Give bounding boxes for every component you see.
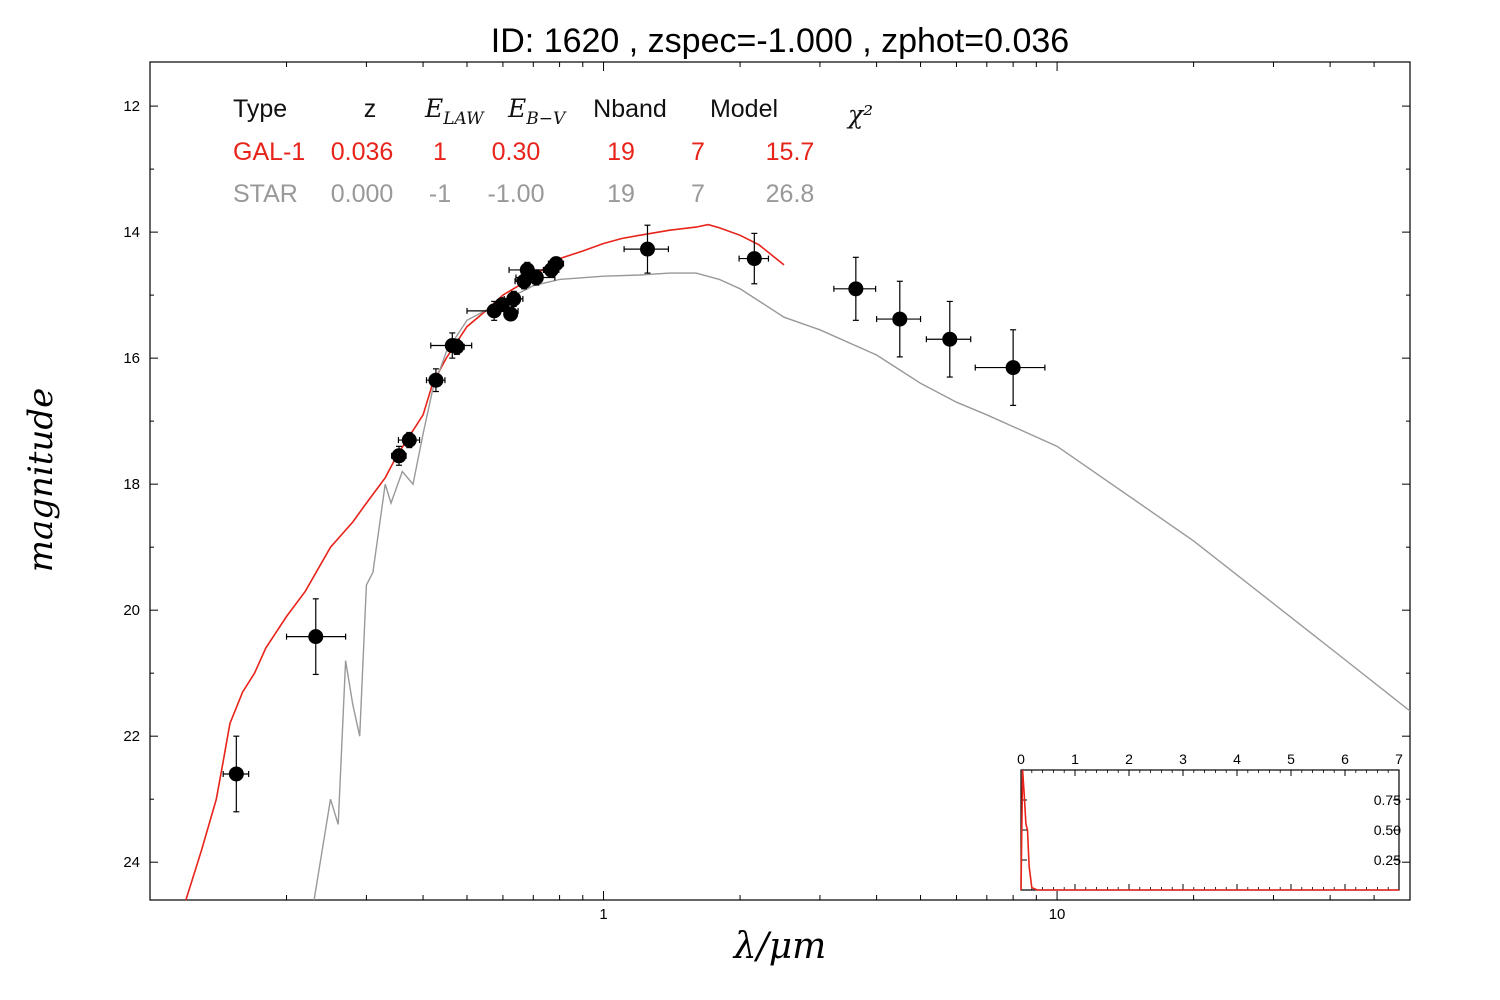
observation-point [503, 290, 524, 308]
observation-marker [892, 311, 908, 327]
table-row: STAR 0.000 -1 -1.00 19 7 26.8 [233, 180, 814, 208]
plot-frame [149, 61, 1411, 901]
observation-marker [528, 269, 544, 285]
inset-pdf-curve [1020, 769, 1399, 891]
observation-marker [308, 629, 324, 645]
table-cell: 19 [607, 138, 635, 166]
star-model-curve [313, 272, 1411, 901]
table-cell: -1.00 [488, 180, 545, 208]
x-axis-label: λ/μm [732, 926, 826, 967]
table-cell: 26.8 [766, 180, 815, 208]
observation-marker [391, 448, 407, 464]
inset-x-tick-label: 2 [1125, 751, 1133, 767]
inset-x-tick-label: 1 [1071, 751, 1079, 767]
observation-marker [1005, 360, 1021, 376]
table-cell: -1 [429, 180, 451, 208]
table-cell: 0.30 [492, 138, 541, 166]
observation-point [222, 735, 250, 813]
fit-table: Type z Nband Model ELAW EB−V χ² GAL-1 0.036 1 0.30… [233, 94, 873, 208]
table-cell: 7 [691, 180, 705, 208]
inset-x-tick-label: 3 [1179, 751, 1187, 767]
axis-ticks [149, 62, 1411, 900]
table-cell: 15.7 [766, 138, 815, 166]
observed-photometry [222, 224, 1046, 813]
table-cell: 1 [433, 138, 447, 166]
inset-y-tick-labels: 0.25 0.50 0.75 [1374, 792, 1401, 868]
observation-marker [503, 306, 519, 322]
observation-marker [548, 256, 564, 272]
model-curves [185, 223, 1411, 901]
table-header-cell: EB−V [507, 94, 567, 129]
y-tick-labels: 12 14 16 18 20 22 24 [123, 98, 140, 871]
inset-x-tick-label: 4 [1233, 751, 1241, 767]
observation-point [875, 280, 922, 358]
chart-title: ID: 1620 , zspec=-1.000 , zphot=0.036 [491, 22, 1069, 60]
y-tick-label: 18 [123, 476, 140, 493]
observation-point [925, 300, 972, 378]
observation-marker [848, 281, 864, 297]
inset-frame [1020, 769, 1400, 891]
table-cell: 0.000 [331, 180, 394, 208]
inset-x-tick-label: 5 [1287, 751, 1295, 767]
table-cell: 19 [607, 180, 635, 208]
inset-y-tick-label: 0.25 [1374, 852, 1401, 868]
table-cell: GAL-1 [233, 138, 305, 166]
x-tick-label: 10 [1049, 906, 1066, 923]
inset-curve [1020, 769, 1399, 891]
table-header-cell: z [364, 95, 377, 123]
observation-point [503, 306, 519, 322]
table-header-cell: Nband [593, 95, 667, 123]
table-cell: 7 [691, 138, 705, 166]
table-header-cell: Type [233, 95, 287, 123]
y-tick-label: 14 [123, 224, 140, 241]
observation-point [397, 431, 421, 449]
x-tick-labels: 1 10 [599, 906, 1065, 923]
observation-point [738, 232, 770, 285]
table-header-cell: Model [710, 95, 778, 123]
y-tick-label: 22 [123, 728, 140, 745]
observation-point [623, 224, 670, 274]
observation-point [285, 598, 347, 676]
inset-x-tick-label: 6 [1341, 751, 1349, 767]
y-tick-label: 16 [123, 350, 140, 367]
inset-x-tick-labels: 0 1 2 3 4 5 6 7 [1017, 751, 1403, 767]
y-tick-label: 20 [123, 602, 140, 619]
observation-marker [428, 372, 444, 388]
observation-marker [942, 331, 958, 347]
observation-point [547, 256, 565, 272]
table-cell: 0.036 [331, 138, 394, 166]
y-axis-label: magnitude [21, 388, 61, 573]
observation-point [425, 368, 446, 393]
observation-marker [506, 291, 522, 307]
pdf-z-inset: 0 1 2 3 4 5 6 7 0.25 0.50 0.75 [1017, 751, 1403, 891]
observation-marker [228, 766, 244, 782]
inset-y-tick-label: 0.50 [1374, 822, 1401, 838]
observation-marker [449, 339, 465, 355]
table-row: GAL-1 0.036 1 0.30 19 7 15.7 [233, 138, 814, 166]
observation-marker [639, 241, 655, 257]
table-header-cell: ELAW [424, 94, 485, 129]
y-tick-label: 12 [123, 98, 140, 115]
table-header-cell: χ² [846, 100, 873, 129]
observation-point [974, 329, 1046, 406]
observation-point [833, 256, 877, 321]
x-tick-label: 1 [599, 906, 607, 923]
y-tick-label: 24 [123, 854, 140, 871]
observation-marker [401, 432, 417, 448]
observation-point [391, 445, 407, 466]
observation-point [448, 338, 465, 355]
inset-y-tick-label: 0.75 [1374, 792, 1401, 808]
observation-marker [746, 251, 762, 267]
inset-x-tick-label: 7 [1395, 751, 1403, 767]
table-cell: STAR [233, 180, 298, 208]
galaxy-model-curve [185, 223, 785, 901]
inset-x-tick-label: 0 [1017, 751, 1025, 767]
